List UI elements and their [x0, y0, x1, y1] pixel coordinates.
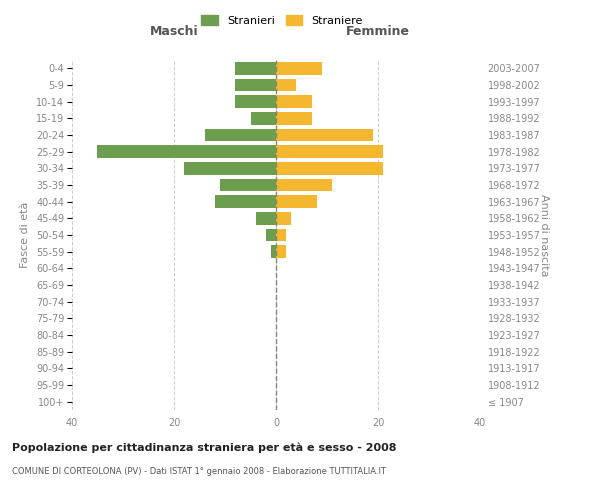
Bar	[276, 146, 383, 158]
Bar	[271, 246, 276, 258]
Bar	[266, 229, 276, 241]
Text: COMUNE DI CORTEOLONA (PV) - Dati ISTAT 1° gennaio 2008 - Elaborazione TUTTITALIA: COMUNE DI CORTEOLONA (PV) - Dati ISTAT 1…	[12, 468, 386, 476]
Bar	[276, 196, 317, 208]
Bar	[276, 229, 286, 241]
Bar	[276, 212, 292, 224]
Bar	[97, 146, 276, 158]
Bar	[215, 196, 276, 208]
Bar	[235, 96, 276, 108]
Bar	[220, 179, 276, 192]
Legend: Stranieri, Straniere: Stranieri, Straniere	[197, 10, 367, 30]
Bar	[184, 162, 276, 174]
Bar	[276, 79, 296, 92]
Text: Maschi: Maschi	[149, 24, 199, 38]
Bar	[276, 112, 312, 124]
Bar	[235, 79, 276, 92]
Bar	[276, 162, 383, 174]
Bar	[276, 179, 332, 192]
Y-axis label: Anni di nascita: Anni di nascita	[539, 194, 549, 276]
Bar	[205, 129, 276, 141]
Bar	[235, 62, 276, 74]
Bar	[251, 112, 276, 124]
Bar	[276, 62, 322, 74]
Text: Femmine: Femmine	[346, 24, 410, 38]
Bar	[276, 129, 373, 141]
Bar	[256, 212, 276, 224]
Bar	[276, 246, 286, 258]
Y-axis label: Fasce di età: Fasce di età	[20, 202, 31, 268]
Text: Popolazione per cittadinanza straniera per età e sesso - 2008: Popolazione per cittadinanza straniera p…	[12, 442, 397, 453]
Bar	[276, 96, 312, 108]
